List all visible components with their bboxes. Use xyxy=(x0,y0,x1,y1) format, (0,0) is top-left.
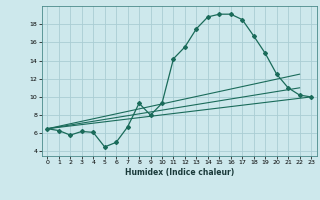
X-axis label: Humidex (Indice chaleur): Humidex (Indice chaleur) xyxy=(124,168,234,177)
